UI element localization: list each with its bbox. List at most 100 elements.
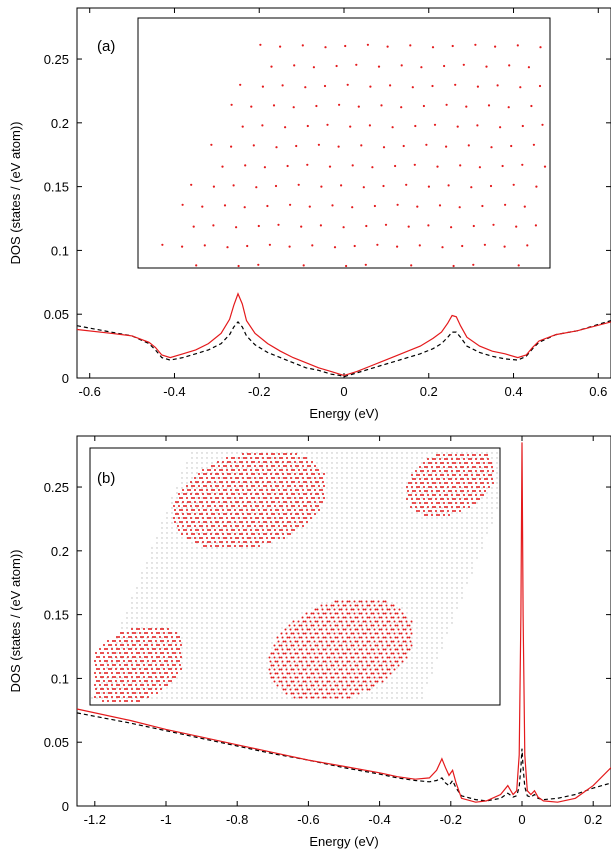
inset-b-point [219, 505, 221, 507]
inset-b-point [185, 505, 187, 507]
inset-b-grid-point [356, 662, 358, 664]
inset-b-point [330, 640, 333, 643]
inset-b-grid-point [466, 507, 468, 509]
inset-b-grid-point [246, 487, 248, 489]
inset-b-grid-point [401, 542, 403, 544]
panel-a-xtick-label: 0 [340, 384, 347, 399]
inset-b-point [286, 481, 288, 483]
inset-b-grid-point [161, 547, 163, 549]
inset-b-grid-point [336, 487, 338, 489]
inset-a-point [515, 225, 518, 228]
inset-b-grid-point [371, 582, 373, 584]
inset-b-point [265, 521, 267, 523]
inset-b-grid-point [381, 537, 383, 539]
inset-b-grid-point [241, 647, 243, 649]
inset-b-grid-point [466, 482, 468, 484]
inset-b-point [384, 600, 387, 603]
inset-b-grid-point [231, 612, 233, 614]
inset-b-grid-point [351, 612, 353, 614]
inset-b-point [435, 486, 437, 488]
inset-b-point [293, 505, 295, 507]
inset-b-grid-point [301, 692, 303, 694]
inset-b-point [476, 462, 478, 464]
inset-b-grid-point [306, 467, 308, 469]
inset-b-grid-point [416, 632, 418, 634]
inset-b-grid-point [396, 557, 398, 559]
inset-b-grid-point [176, 607, 178, 609]
inset-b-grid-point [406, 482, 408, 484]
inset-b-grid-point [396, 627, 398, 629]
inset-b-grid-point [461, 532, 463, 534]
inset-b-grid-point [296, 667, 298, 669]
inset-b-point [454, 486, 456, 488]
inset-b-grid-point [261, 552, 263, 554]
inset-b-grid-point [296, 687, 298, 689]
inset-b-point [423, 474, 425, 476]
inset-b-point [206, 501, 208, 503]
inset-b-grid-point [441, 552, 443, 554]
inset-b-grid-point [211, 542, 213, 544]
inset-b-grid-point [336, 647, 338, 649]
inset-b-grid-point [231, 677, 233, 679]
inset-b-grid-point [441, 647, 443, 649]
inset-b-grid-point [451, 592, 453, 594]
inset-b-grid-point [176, 682, 178, 684]
inset-b-grid-point [366, 527, 368, 529]
inset-b-grid-point [441, 622, 443, 624]
inset-b-point [402, 640, 405, 643]
inset-b-grid-point [191, 667, 193, 669]
inset-b-grid-point [236, 572, 238, 574]
inset-b-point [442, 474, 444, 476]
inset-b-grid-point [406, 457, 408, 459]
inset-b-grid-point [411, 567, 413, 569]
inset-b-point [279, 529, 281, 531]
inset-b-grid-point [366, 602, 368, 604]
inset-b-grid-point [311, 687, 313, 689]
inset-b-grid-point [231, 687, 233, 689]
inset-b-grid-point [146, 587, 148, 589]
inset-b-point [245, 493, 247, 495]
inset-b-grid-point [396, 672, 398, 674]
inset-b-grid-point [256, 657, 258, 659]
inset-b-point [443, 514, 445, 516]
inset-b-point [401, 648, 404, 651]
inset-b-grid-point [306, 642, 308, 644]
inset-b-grid-point [126, 662, 128, 664]
inset-b-grid-point [341, 682, 343, 684]
inset-b-grid-point [291, 597, 293, 599]
inset-b-grid-point [166, 522, 168, 524]
inset-b-grid-point [436, 637, 438, 639]
inset-b-grid-point [451, 587, 453, 589]
inset-b-grid-point [406, 452, 408, 454]
inset-b-grid-point [241, 662, 243, 664]
inset-b-grid-point [341, 597, 343, 599]
inset-b-grid-point [411, 572, 413, 574]
inset-b-grid-point [216, 667, 218, 669]
inset-b-grid-point [166, 512, 168, 514]
inset-b-grid-point [376, 512, 378, 514]
inset-b-grid-point [281, 597, 283, 599]
inset-b-point [297, 525, 299, 527]
inset-b-grid-point [336, 492, 338, 494]
inset-b-grid-point [201, 497, 203, 499]
inset-b-grid-point [361, 592, 363, 594]
inset-b-grid-point [386, 607, 388, 609]
inset-b-point [310, 517, 312, 519]
inset-b-point [346, 636, 349, 639]
inset-b-grid-point [126, 647, 128, 649]
inset-b-point [471, 462, 473, 464]
inset-b-point [237, 537, 239, 539]
inset-b-grid-point [361, 557, 363, 559]
inset-b-grid-point [436, 552, 438, 554]
inset-b-grid-point [326, 517, 328, 519]
inset-b-grid-point [421, 487, 423, 489]
inset-b-grid-point [181, 652, 183, 654]
inset-b-point [290, 465, 292, 467]
inset-b-grid-point [411, 472, 413, 474]
inset-b-grid-point [276, 597, 278, 599]
inset-b-grid-point [251, 507, 253, 509]
inset-b-point [223, 465, 225, 467]
inset-b-grid-point [346, 647, 348, 649]
inset-b-point [203, 497, 205, 499]
inset-b-point [294, 497, 296, 499]
